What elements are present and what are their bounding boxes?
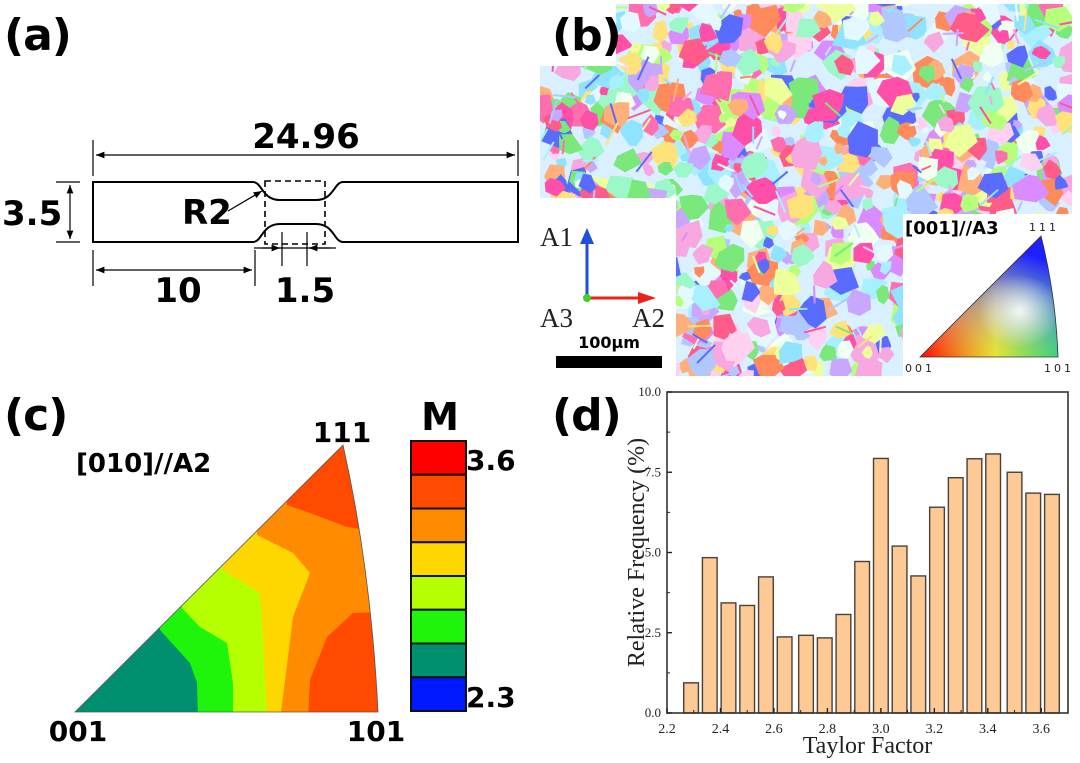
axis-a3-label: A3: [540, 303, 573, 333]
scale-bar: [556, 356, 662, 368]
ipf-legend-title: [001]//A3: [905, 218, 999, 239]
panel-label-d: (d): [552, 390, 622, 441]
axis-a1-label: A1: [540, 222, 573, 252]
histogram-bar: [966, 458, 983, 714]
histogram-bar: [835, 613, 852, 714]
x-tick-label: 2.4: [712, 722, 730, 737]
vertex-label-111: 111: [313, 416, 371, 449]
x-tick-label: 2.2: [658, 722, 676, 737]
panel-label-c: (c): [4, 390, 68, 441]
y-tick-label: 7.5: [645, 464, 661, 479]
axis-a3-dot: [583, 294, 591, 302]
gauge-region-box: [264, 180, 326, 245]
ipf-c-title: [010]//A2: [76, 449, 211, 479]
dim-shoulder-label: 10: [154, 271, 201, 311]
specimen-drawing: 24.96 3.5 R2 10 1.5: [2, 117, 519, 311]
y-tick-label: 2.5: [645, 625, 661, 640]
radius-leader: [227, 190, 263, 212]
colorbar-segment: [410, 507, 467, 544]
histogram-bar: [776, 636, 793, 714]
colorbar-segment: [410, 642, 467, 679]
histogram-bar: [891, 545, 908, 714]
ipf-triangle-outline: [74, 444, 379, 713]
x-tick-label: 3.0: [872, 722, 890, 737]
x-tick-label: 3.2: [926, 722, 944, 737]
y-tick-label: 10.0: [638, 384, 661, 399]
colorbar-segment: [410, 676, 467, 712]
histogram-bar: [720, 602, 737, 714]
dim-gauge-label: 1.5: [275, 271, 335, 311]
dim-radius-label: R2: [182, 193, 232, 233]
x-tick-label: 2.8: [819, 722, 837, 737]
vertex-label-101: 101: [347, 715, 405, 748]
y-tick-label: 5.0: [645, 545, 661, 560]
sample-axes-icon: [580, 228, 656, 304]
histogram-bar: [757, 576, 774, 714]
scale-bar-label: 100µm: [578, 333, 640, 352]
histogram-bar: [816, 637, 833, 714]
colorbar-title: M: [421, 395, 459, 439]
x-tick-label: 2.6: [765, 722, 783, 737]
taylor-factor-ipf: [010]//A2 111 001 101 M 3.6 2.3: [49, 395, 516, 748]
histogram-bar: [1025, 492, 1042, 714]
y-tick-label: 0.0: [645, 705, 661, 720]
histogram-bar: [1006, 471, 1023, 714]
dim-total-label: 24.96: [252, 117, 360, 157]
x-tick-label: 3.4: [979, 722, 997, 737]
panel-label-b: (b): [552, 10, 622, 61]
specimen-outline: [92, 181, 519, 243]
histogram-bar: [1043, 493, 1061, 714]
histogram-bar: [947, 477, 964, 714]
histogram-bar: [910, 575, 927, 714]
dim-width-label: 3.5: [2, 194, 62, 234]
x-axis-label: Taylor Factor: [803, 733, 933, 759]
histogram-bar: [854, 560, 871, 714]
ebsd-ipf-map: A1 A3 A2 100µm [001]//A3 111 001 101: [540, 4, 1074, 376]
x-tick-label: 3.6: [1033, 722, 1051, 737]
panel-label-a: (a): [4, 10, 72, 61]
colorbar: [410, 440, 467, 712]
histogram-bar: [683, 682, 700, 714]
histogram-bar: [985, 453, 1002, 714]
colorbar-segment: [410, 440, 467, 476]
ipf-legend-101: 101: [1044, 362, 1074, 375]
ipf-color-key-triangle: [919, 235, 1059, 358]
histogram-bar: [797, 634, 815, 714]
axis-a2-label: A2: [632, 303, 665, 333]
colorbar-max-label: 3.6: [466, 444, 516, 477]
histogram-bar: [872, 457, 889, 714]
y-axis-label: Relative Frequency (%): [624, 438, 650, 667]
colorbar-min-label: 2.3: [466, 681, 516, 714]
vertex-label-001: 001: [49, 715, 107, 748]
histogram-bar: [739, 604, 756, 714]
histogram-bar: [701, 556, 718, 714]
colorbar-segment: [410, 541, 467, 577]
ipf-legend-001: 001: [905, 362, 935, 375]
histogram-bar: [928, 506, 946, 714]
ipf-legend-111: 111: [1029, 221, 1059, 234]
